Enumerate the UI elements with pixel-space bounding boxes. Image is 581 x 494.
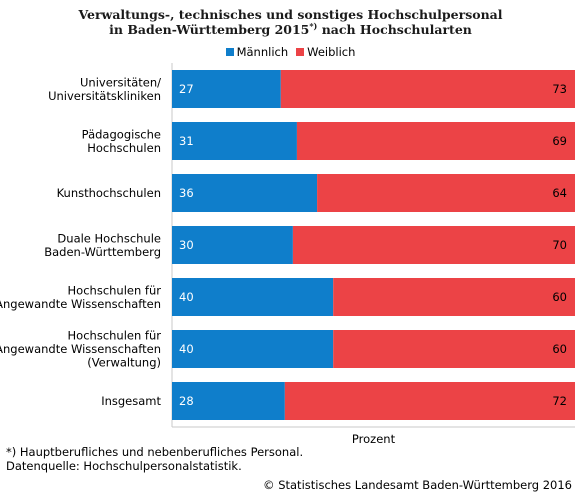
data-label-weiblich-0: 73 [552,82,567,96]
bar-maennlich-0 [172,70,281,108]
bar-weiblich-4 [333,278,575,316]
data-label-weiblich-1: 69 [552,134,567,148]
bar-maennlich-6 [172,382,285,420]
category-label-5: Hochschulen für Angewandte Wissenschaften… [0,329,161,370]
legend-item-maennlich: Männlich [225,45,289,59]
chart-title-line1: Verwaltungs-, technisches und sonstiges … [78,7,503,22]
bar-weiblich-0 [280,70,575,108]
bar-weiblich-6 [284,382,575,420]
footnote: *) Hauptberufliches und nebenberufliches… [6,445,303,473]
bar-weiblich-3 [292,226,575,264]
x-axis-label: Prozent [351,432,396,446]
chart-title-line2-end: nach Hochschularten [317,22,472,37]
category-label-1: Pädagogische Hochschulen [82,127,161,155]
bar-maennlich-2 [172,174,318,212]
bar-weiblich-1 [296,122,575,160]
legend-swatch-weiblich [296,48,305,56]
bar-weiblich-2 [317,174,575,212]
bar-maennlich-3 [172,226,293,264]
category-label-6: Insgesamt [101,394,161,408]
legend-label-maennlich: Männlich [236,45,289,59]
bar-weiblich-5 [333,330,575,368]
chart-title-line2: in Baden-Württemberg 2015*) nach Hochsch… [0,22,581,37]
bar-maennlich-1 [172,122,297,160]
legend-label-weiblich: Weiblich [307,45,356,59]
data-label-maennlich-5: 40 [179,342,194,356]
data-label-weiblich-2: 64 [552,186,567,200]
data-label-weiblich-6: 72 [552,394,567,408]
data-label-maennlich-1: 31 [179,134,194,148]
footnote-line1: *) Hauptberufliches und nebenberufliches… [6,445,304,459]
legend-item-weiblich: Weiblich [296,45,355,59]
category-label-0: Universitäten/Universitätskliniken [48,75,161,103]
bar-maennlich-5 [172,330,334,368]
chart-title-line2-main: in Baden-Württemberg 2015 [109,22,310,37]
category-label-4: Hochschulen für Angewandte Wissenschaften [0,283,161,311]
copyright: © Statistisches Landesamt Baden-Württemb… [263,478,572,492]
data-label-maennlich-2: 36 [179,186,194,200]
data-label-weiblich-3: 70 [552,238,567,252]
bar-maennlich-4 [172,278,334,316]
category-label-2: Kunsthochschulen [57,186,161,200]
data-label-maennlich-0: 27 [179,82,194,96]
chart-title: Verwaltungs-, technisches und sonstiges … [0,7,581,37]
data-label-maennlich-3: 30 [179,238,194,252]
data-label-weiblich-4: 60 [552,290,567,304]
data-label-maennlich-6: 28 [179,394,194,408]
category-label-3: Duale Hochschule Baden-Württemberg [44,231,161,259]
data-label-maennlich-4: 40 [179,290,194,304]
footnote-source: Datenquelle: Hochschulpersonalstatistik. [6,459,242,473]
legend-swatch-maennlich [225,48,234,56]
legend: Männlich Weiblich [0,45,581,59]
chart-title-footnote-mark: *) [309,20,318,31]
data-label-weiblich-5: 60 [552,342,567,356]
